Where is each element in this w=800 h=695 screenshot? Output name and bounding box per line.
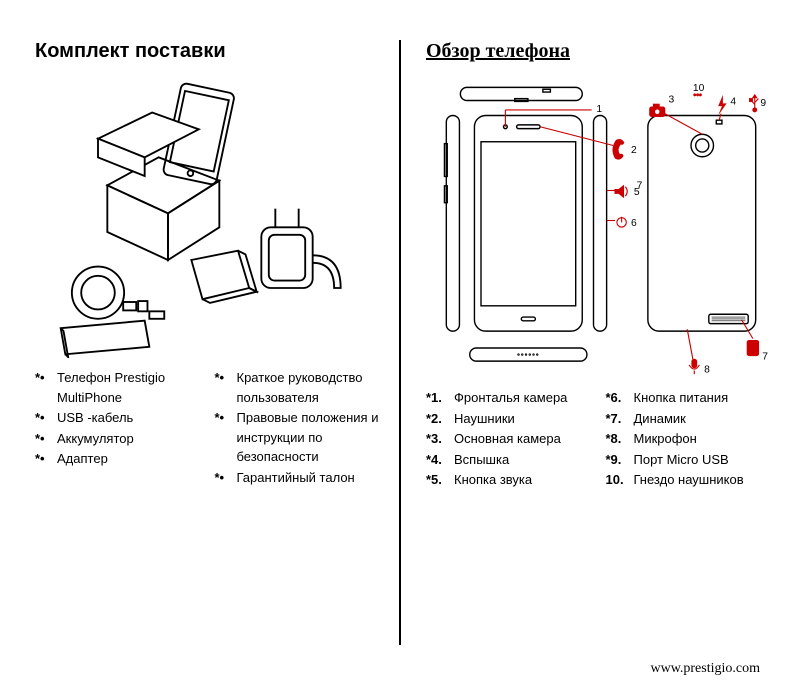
item-text: Кнопка питания	[634, 388, 776, 408]
callout-num: 4	[730, 96, 736, 107]
list-item: *8.Микрофон	[606, 429, 776, 449]
list-item: *9.Порт Micro USB	[606, 450, 776, 470]
callout-num: 6	[631, 218, 637, 229]
bullet-icon: *•	[35, 429, 57, 449]
right-title: Обзор телефона	[426, 40, 775, 63]
package-svg	[50, 78, 370, 358]
item-number: *2.	[426, 409, 454, 429]
callout-num: 2	[631, 145, 637, 156]
left-lists: *•Телефон Prestigio MultiPhone *•USB -ка…	[35, 368, 384, 488]
item-text: Динамик	[634, 409, 776, 429]
list-item: *•Правовые положения и инструкции по без…	[215, 408, 385, 467]
callout-num: 8	[704, 364, 710, 375]
item-text: Порт Micro USB	[634, 450, 776, 470]
callout-num: 7	[762, 351, 768, 362]
callout-num: 1	[596, 104, 602, 115]
list-item: *6.Кнопка питания	[606, 388, 776, 408]
bullet-icon: *•	[35, 408, 57, 428]
left-col2: *•Краткое руководство пользователя *•Пра…	[215, 368, 385, 488]
item-text: Наушники	[454, 409, 596, 429]
item-text: Краткое руководство пользователя	[237, 368, 385, 407]
item-text: Аккумулятор	[57, 429, 205, 449]
list-item: *•Краткое руководство пользователя	[215, 368, 385, 407]
item-text: Телефон Prestigio MultiPhone	[57, 368, 205, 407]
list-item: *2.Наушники	[426, 409, 596, 429]
item-text: Основная камера	[454, 429, 596, 449]
item-text: Фронталья камера	[454, 388, 596, 408]
item-number: *8.	[606, 429, 634, 449]
bullet-icon: *•	[215, 468, 237, 488]
left-col1: *•Телефон Prestigio MultiPhone *•USB -ка…	[35, 368, 205, 488]
item-number: *4.	[426, 450, 454, 470]
item-text: Гнездо наушников	[634, 470, 776, 490]
list-item: *•USB -кабель	[35, 408, 205, 428]
item-number: *1.	[426, 388, 454, 408]
website-url: www.prestigio.com	[650, 661, 760, 677]
list-item: *1.Фронталья камера	[426, 388, 596, 408]
list-item: *•Телефон Prestigio MultiPhone	[35, 368, 205, 407]
item-number: *7.	[606, 409, 634, 429]
item-text: USB -кабель	[57, 408, 205, 428]
bullet-icon: *•	[215, 408, 237, 467]
item-number: 10.	[606, 470, 634, 490]
callout-num: 3	[668, 94, 674, 105]
bullet-icon: *•	[35, 449, 57, 469]
left-panel: Комплект поставки	[10, 20, 399, 685]
list-item: *4.Вспышка	[426, 450, 596, 470]
item-text: Правовые положения и инструкции по безоп…	[237, 408, 385, 467]
item-text: Гарантийный талон	[237, 468, 385, 488]
callout-num: 9	[760, 98, 766, 109]
list-item: *7.Динамик	[606, 409, 776, 429]
list-item: *•Гарантийный талон	[215, 468, 385, 488]
list-item: *•Аккумулятор	[35, 429, 205, 449]
right-col2: *6.Кнопка питания *7.Динамик *8.Микрофон…	[606, 388, 776, 491]
right-col1: *1.Фронталья камера *2.Наушники *3.Основ…	[426, 388, 596, 491]
left-title: Комплект поставки	[35, 40, 384, 63]
right-lists: *1.Фронталья камера *2.Наушники *3.Основ…	[426, 388, 775, 491]
callout-num: 10	[692, 83, 704, 94]
item-text: Кнопка звука	[454, 470, 596, 490]
package-illustration	[35, 78, 384, 358]
item-number: *9.	[606, 450, 634, 470]
callout-num: 7	[636, 181, 642, 192]
list-item: *•Адаптер	[35, 449, 205, 469]
bullet-icon: *•	[215, 368, 237, 407]
item-number: *6.	[606, 388, 634, 408]
list-item: *3.Основная камера	[426, 429, 596, 449]
phone-overview-illustration: 1 2 3 4 5 6 7 7 8 9 10	[426, 78, 775, 378]
item-number: *3.	[426, 429, 454, 449]
item-text: Микрофон	[634, 429, 776, 449]
item-text: Адаптер	[57, 449, 205, 469]
item-number: *5.	[426, 470, 454, 490]
bullet-icon: *•	[35, 368, 57, 407]
item-text: Вспышка	[454, 450, 596, 470]
phone-svg: 1 2 3 4 5 6 7 7 8 9 10	[431, 78, 771, 378]
right-panel: Обзор телефона	[401, 20, 790, 685]
list-item: 10.Гнездо наушников	[606, 470, 776, 490]
list-item: *5.Кнопка звука	[426, 470, 596, 490]
